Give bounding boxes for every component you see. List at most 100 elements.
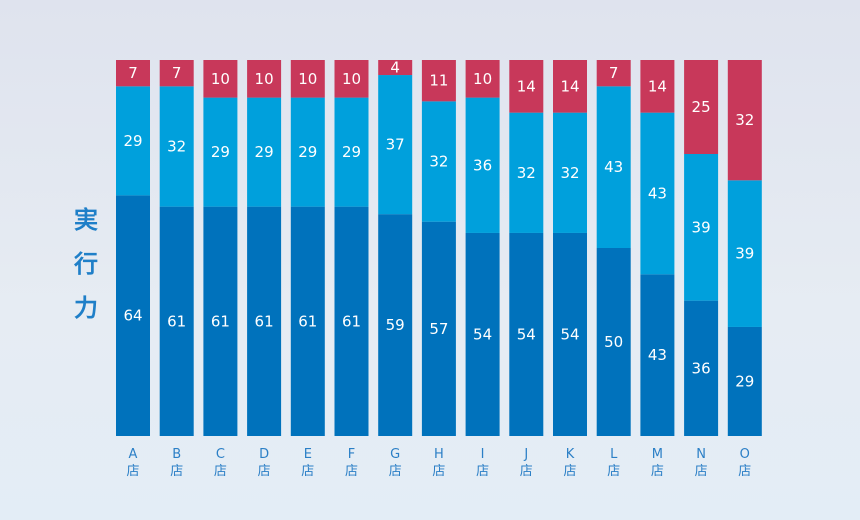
data-label: 50 xyxy=(604,333,623,351)
y-axis-label: 実行力 xyxy=(73,206,98,322)
category-label-suffix: 店 xyxy=(301,464,314,479)
category-label-letter: M xyxy=(652,447,663,462)
bar-segment xyxy=(116,86,150,196)
category-label-letter: I xyxy=(481,447,485,462)
bar-segment xyxy=(553,232,587,436)
data-label: 64 xyxy=(123,307,142,325)
data-label: 14 xyxy=(517,77,536,95)
bar-segment xyxy=(247,60,282,98)
data-label: 54 xyxy=(560,325,579,343)
bar-segment xyxy=(290,97,325,207)
data-label: 43 xyxy=(648,184,667,202)
bar-segment xyxy=(640,60,675,113)
bar-segment xyxy=(159,206,194,436)
category-label-suffix: 店 xyxy=(695,464,708,479)
category-label-letter: C xyxy=(216,447,225,462)
bar-segment xyxy=(116,60,150,87)
bar-segment xyxy=(203,206,238,436)
category-label-letter: A xyxy=(129,447,138,462)
data-label: 29 xyxy=(298,143,317,161)
bar-segment xyxy=(334,60,369,98)
bar-segment xyxy=(553,112,587,233)
category-label-letter: H xyxy=(434,447,444,462)
bar-segment xyxy=(290,60,325,98)
bar-segment xyxy=(684,60,719,154)
bar-segment xyxy=(378,214,413,436)
category-label-suffix: 店 xyxy=(214,464,227,479)
bar-segment xyxy=(509,232,544,436)
bar-segment xyxy=(727,60,762,181)
bar-segment xyxy=(509,60,544,113)
data-label: 39 xyxy=(735,245,754,263)
category-label-letter: L xyxy=(610,447,618,462)
bar-segment xyxy=(727,180,762,327)
bars-group: 64 29 7 61 32 7 61 29 10 61 29 10 61 29 10 61 29 10 59 37 4 5… xyxy=(116,59,762,436)
bar-segment xyxy=(640,274,675,436)
data-label: 39 xyxy=(692,218,711,236)
category-label-suffix: 店 xyxy=(345,464,358,479)
data-label: 36 xyxy=(473,156,492,174)
category-label-letter: E xyxy=(304,447,312,462)
category-label-suffix: 店 xyxy=(651,464,664,479)
bar-segment xyxy=(116,195,150,436)
data-label: 11 xyxy=(429,72,448,90)
bar-segment xyxy=(421,221,456,436)
bar-segment xyxy=(465,60,500,98)
category-label-suffix: 店 xyxy=(476,464,489,479)
data-label: 61 xyxy=(211,312,230,330)
bar-segment xyxy=(159,86,194,207)
data-label: 7 xyxy=(609,64,619,82)
data-label: 14 xyxy=(648,77,667,95)
data-label: 61 xyxy=(298,312,317,330)
bar-segment xyxy=(378,60,413,76)
data-label: 32 xyxy=(429,153,448,171)
data-label: 14 xyxy=(560,77,579,95)
data-label: 10 xyxy=(342,70,361,88)
bar-segment xyxy=(596,86,631,248)
category-label-suffix: 店 xyxy=(170,464,183,479)
data-label: 59 xyxy=(386,316,405,334)
data-label: 54 xyxy=(473,325,492,343)
bar-segment xyxy=(596,248,631,436)
category-label-suffix: 店 xyxy=(389,464,402,479)
bar-segment xyxy=(465,97,500,233)
data-label: 43 xyxy=(604,158,623,176)
data-label: 29 xyxy=(255,143,274,161)
bar-segment xyxy=(334,97,369,207)
category-label-suffix: 店 xyxy=(258,464,271,479)
data-label: 54 xyxy=(517,325,536,343)
y-axis-label-char: 力 xyxy=(74,294,98,322)
category-label-letter: J xyxy=(523,447,528,462)
y-axis-label-char: 行 xyxy=(73,250,98,278)
bar-segment xyxy=(509,112,544,233)
category-label-letter: G xyxy=(390,447,400,462)
data-label: 29 xyxy=(123,132,142,150)
bar-segment xyxy=(203,97,238,207)
category-label-letter: K xyxy=(566,447,575,462)
data-label: 25 xyxy=(692,98,711,116)
category-label-letter: O xyxy=(740,447,750,462)
data-label: 7 xyxy=(128,64,138,82)
bar-segment xyxy=(203,60,238,98)
bar-segment xyxy=(684,154,719,301)
bar-segment xyxy=(334,206,369,436)
category-label-suffix: 店 xyxy=(563,464,576,479)
data-label: 29 xyxy=(211,143,230,161)
category-label-letter: F xyxy=(348,447,355,462)
data-label: 29 xyxy=(735,372,754,390)
category-label-letter: D xyxy=(259,447,269,462)
data-label: 32 xyxy=(167,137,186,155)
category-label-suffix: 店 xyxy=(738,464,751,479)
data-label: 4 xyxy=(390,59,400,77)
bar-segment xyxy=(727,326,762,436)
bar-segment xyxy=(159,60,194,87)
data-label: 36 xyxy=(692,359,711,377)
bar-segment xyxy=(553,60,587,113)
data-label: 32 xyxy=(735,111,754,129)
category-label-letter: B xyxy=(172,447,181,462)
category-label-suffix: 店 xyxy=(126,464,139,479)
bar-segment xyxy=(247,97,282,207)
bar-segment xyxy=(247,206,282,436)
